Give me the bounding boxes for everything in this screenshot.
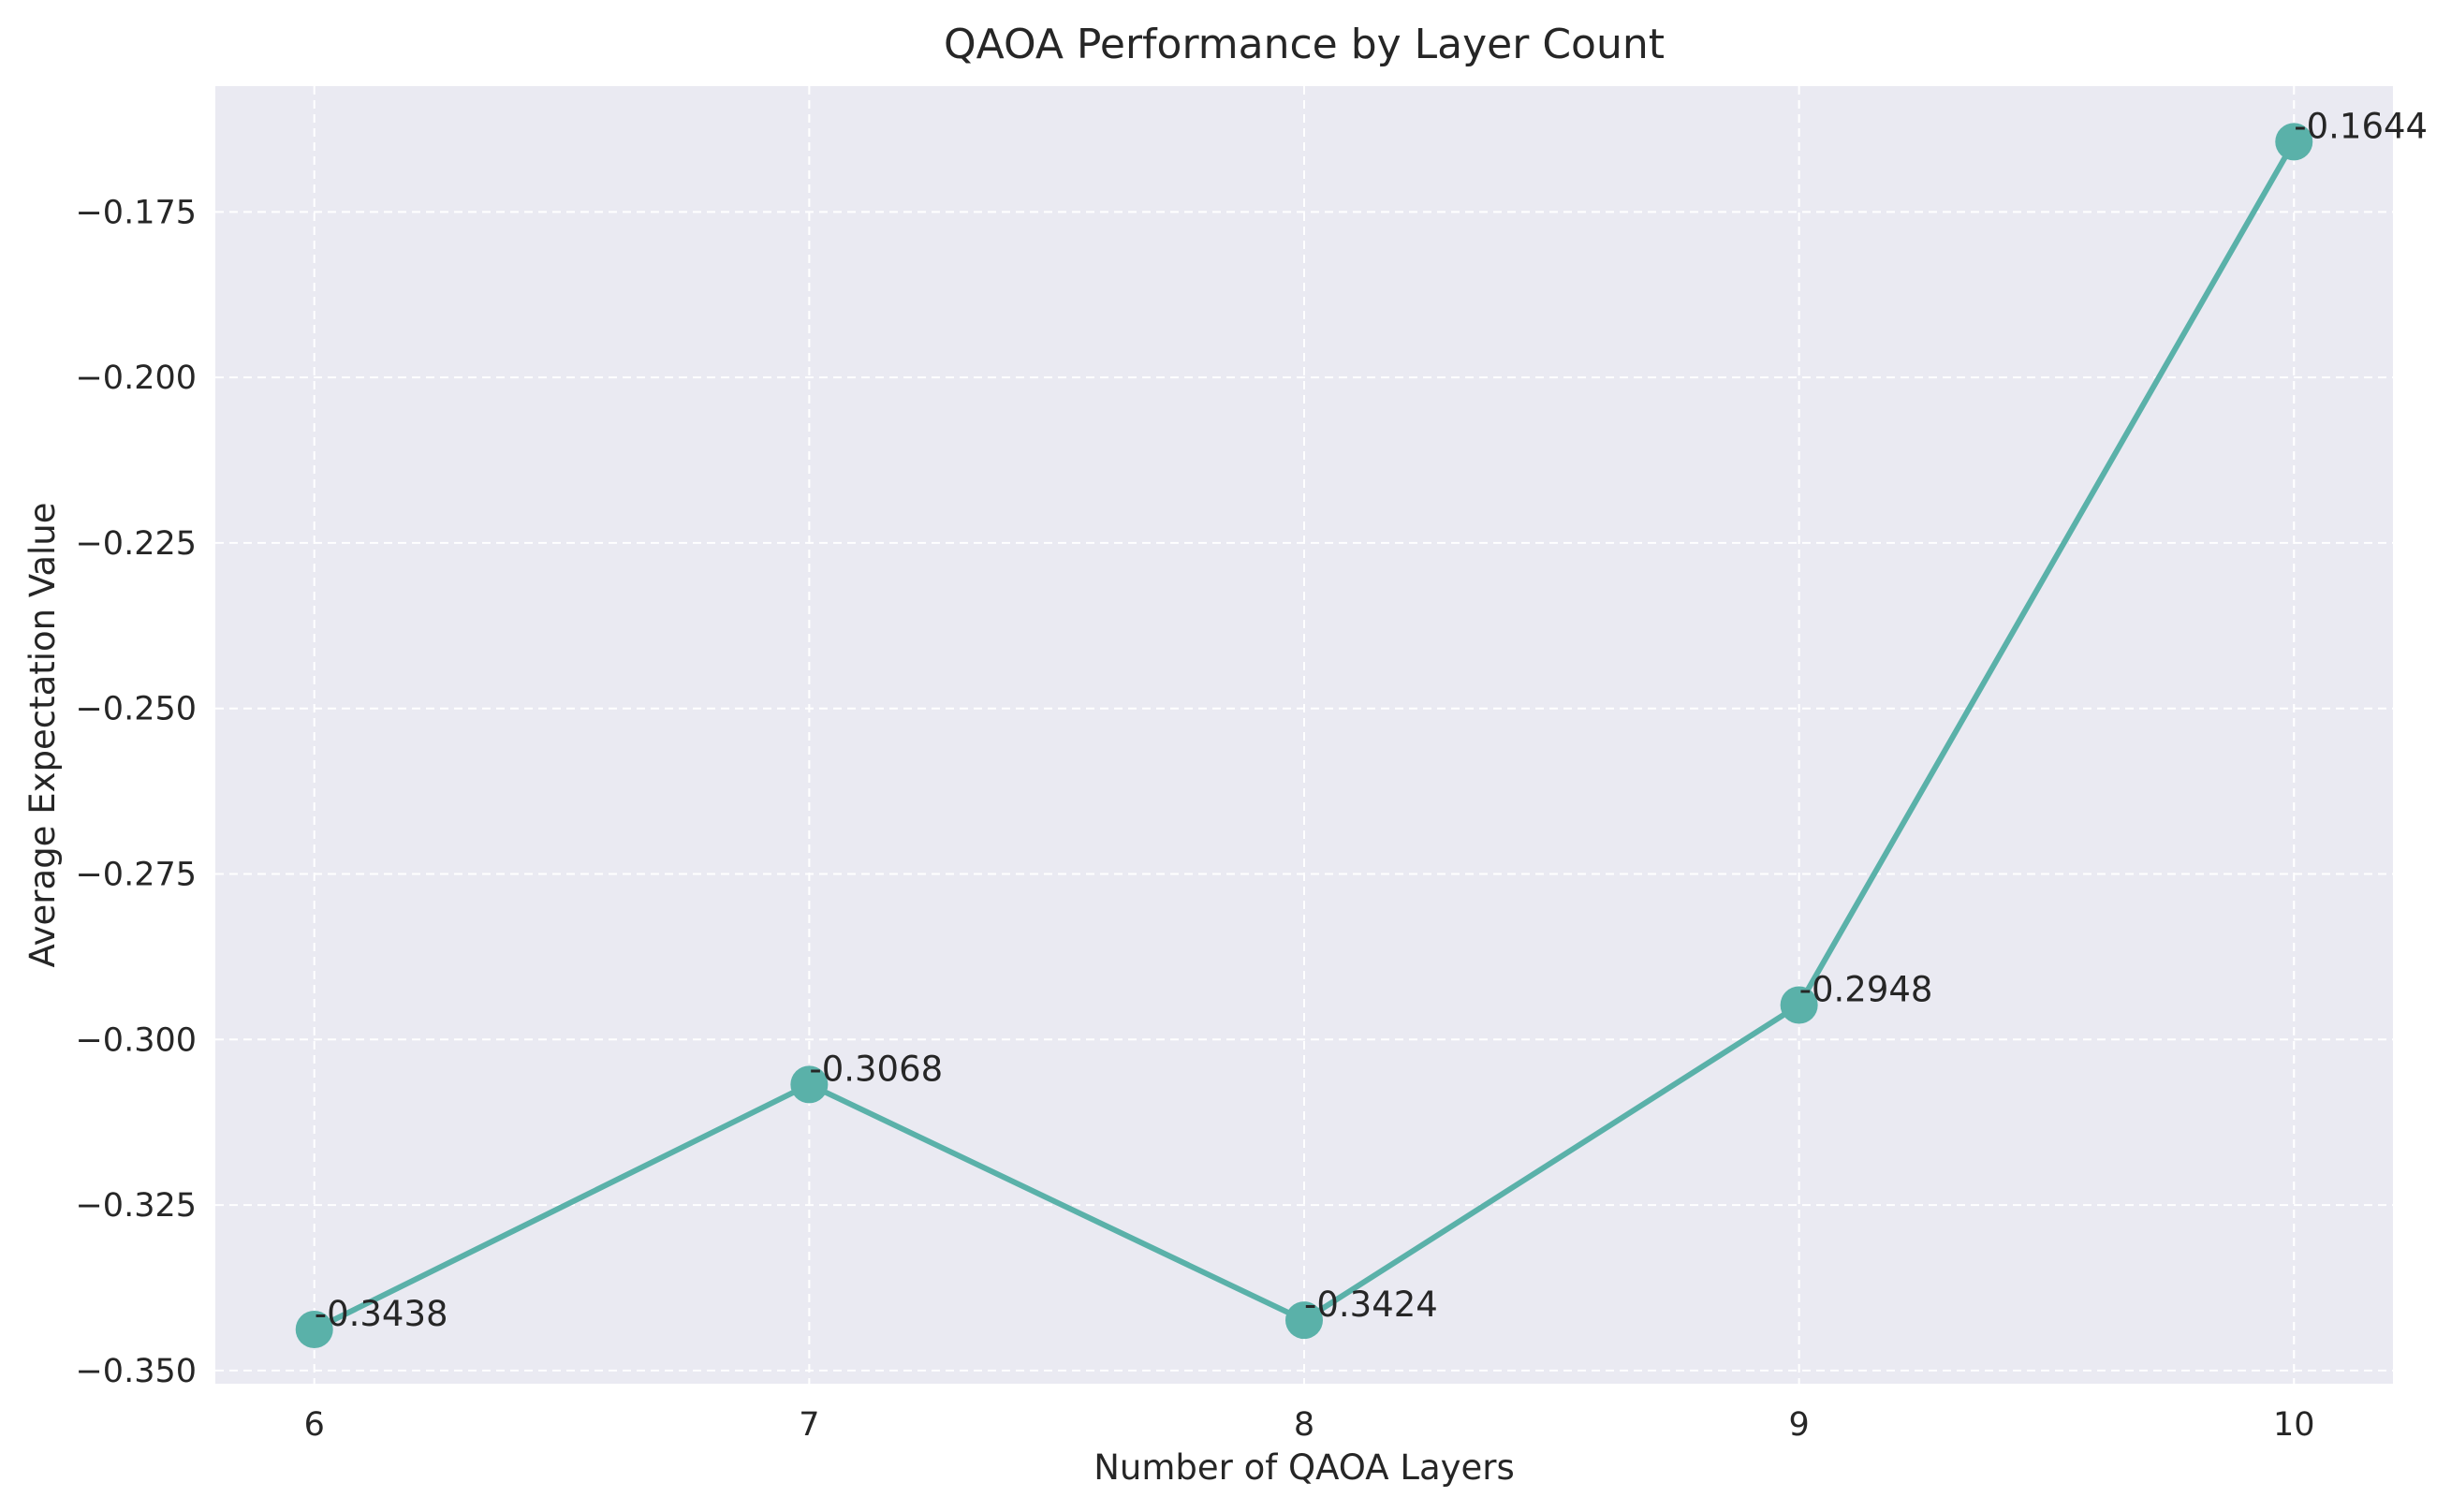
- data-label: -0.3438: [315, 1294, 448, 1334]
- y-tick-label: −0.175: [75, 194, 197, 231]
- data-label: -0.3424: [1304, 1284, 1438, 1325]
- series-group: -0.3438 -0.3068 -0.3424 -0.2948 -0.1644: [295, 106, 2428, 1349]
- y-axis-ticks: −0.350 −0.325 −0.300 −0.275 −0.250 −0.225 −0.2…: [75, 194, 197, 1390]
- x-tick-label: 9: [1788, 1406, 1809, 1444]
- data-point: [790, 1065, 829, 1104]
- y-tick-label: −0.325: [75, 1187, 197, 1225]
- x-tick-label: 10: [2273, 1406, 2315, 1444]
- y-tick-label: −0.200: [75, 360, 197, 397]
- data-label: -0.2948: [1799, 970, 1933, 1010]
- x-tick-label: 6: [304, 1406, 325, 1444]
- y-tick-label: −0.350: [75, 1353, 197, 1390]
- x-axis-ticks: 6 7 8 9 10: [304, 1406, 2315, 1444]
- x-tick-label: 8: [1294, 1406, 1314, 1444]
- grid-lines: [215, 86, 2393, 1384]
- x-axis-label: Number of QAOA Layers: [1093, 1447, 1515, 1488]
- y-axis-label: Average Expectation Value: [22, 503, 63, 968]
- y-tick-label: −0.250: [75, 691, 197, 728]
- data-point: [1285, 1301, 1323, 1340]
- data-point: [1780, 986, 1818, 1024]
- data-label: -0.3068: [809, 1049, 943, 1089]
- x-tick-label: 7: [799, 1406, 819, 1444]
- data-point: [2275, 123, 2313, 161]
- y-tick-label: −0.225: [75, 525, 197, 563]
- y-tick-label: −0.275: [75, 857, 197, 894]
- data-label: -0.1644: [2294, 106, 2428, 146]
- data-point: [295, 1311, 333, 1349]
- y-tick-label: −0.300: [75, 1021, 197, 1059]
- chart-title: QAOA Performance by Layer Count: [944, 21, 1665, 68]
